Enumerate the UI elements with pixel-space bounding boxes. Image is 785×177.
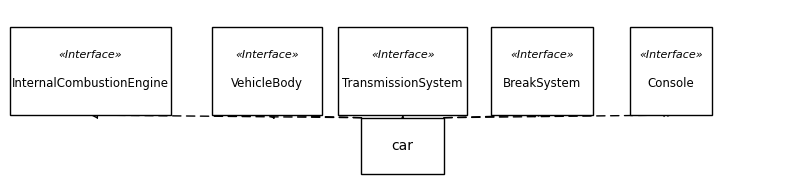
Text: «Interface»: «Interface» (58, 50, 122, 60)
Text: «Interface»: «Interface» (235, 50, 299, 60)
Text: InternalCombustionEngine: InternalCombustionEngine (12, 77, 169, 90)
Text: «Interface»: «Interface» (371, 50, 435, 60)
Text: VehicleBody: VehicleBody (231, 77, 303, 90)
Bar (491, 27, 593, 115)
Bar (361, 118, 444, 174)
Text: car: car (392, 139, 414, 153)
Text: TransmissionSystem: TransmissionSystem (342, 77, 463, 90)
Text: «Interface»: «Interface» (509, 50, 574, 60)
Bar (338, 27, 468, 115)
Text: Console: Console (648, 77, 695, 90)
Bar (212, 27, 322, 115)
Text: BreakSystem: BreakSystem (502, 77, 581, 90)
Bar (630, 27, 712, 115)
Bar (10, 27, 170, 115)
Text: «Interface»: «Interface» (639, 50, 703, 60)
